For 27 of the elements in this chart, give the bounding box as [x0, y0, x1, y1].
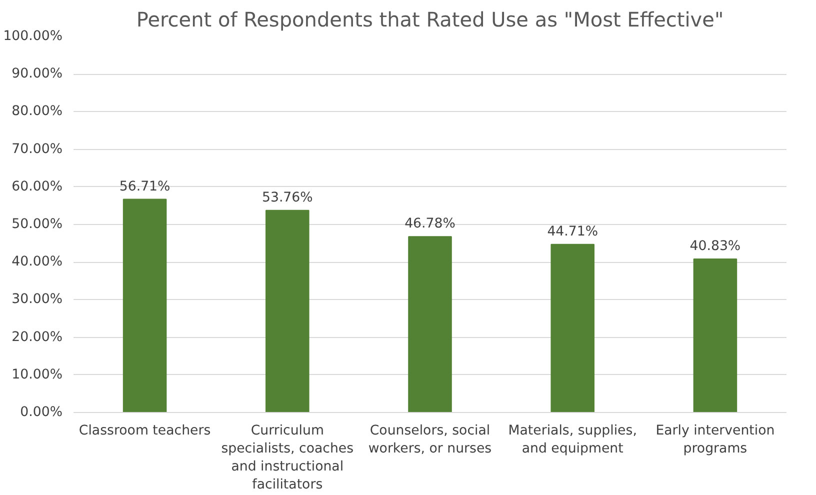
data-label: 44.71%	[547, 224, 598, 240]
data-label: 53.76%	[262, 190, 313, 206]
y-tick-label: 90.00%	[12, 66, 63, 82]
data-label: 40.83%	[690, 238, 741, 254]
y-tick-label: 80.00%	[12, 104, 63, 120]
y-tick-label: 30.00%	[12, 292, 63, 308]
bar	[550, 244, 594, 412]
x-tick-label: Materials, supplies, and equipment	[508, 424, 637, 456]
y-tick-label: 50.00%	[12, 217, 63, 232]
bar	[693, 258, 738, 412]
bar	[122, 198, 167, 412]
chart-title: Percent of Respondents that Rated Use as "Most Effective"	[136, 8, 724, 32]
y-tick-label: 20.00%	[12, 330, 63, 345]
x-tick-label: Classroom teachers	[78, 424, 211, 438]
y-tick-label: 100.00%	[3, 29, 63, 44]
y-tick-label: 10.00%	[12, 367, 63, 382]
y-tick-label: 0.00%	[20, 405, 63, 420]
x-tick-label: Curriculum specialists, coaches and instructional facilitators	[221, 424, 354, 492]
data-label: 46.78%	[404, 216, 456, 232]
y-tick-label: 60.00%	[12, 179, 63, 194]
x-tick-label: Early intervention programs	[656, 424, 775, 456]
bar	[266, 210, 310, 412]
y-tick-label: 70.00%	[12, 142, 63, 157]
data-label: 56.71%	[119, 179, 170, 194]
x-tick-label: Counselors, social workers, or nurses	[368, 424, 492, 456]
y-tick-label: 40.00%	[12, 254, 63, 270]
bar	[408, 236, 452, 412]
